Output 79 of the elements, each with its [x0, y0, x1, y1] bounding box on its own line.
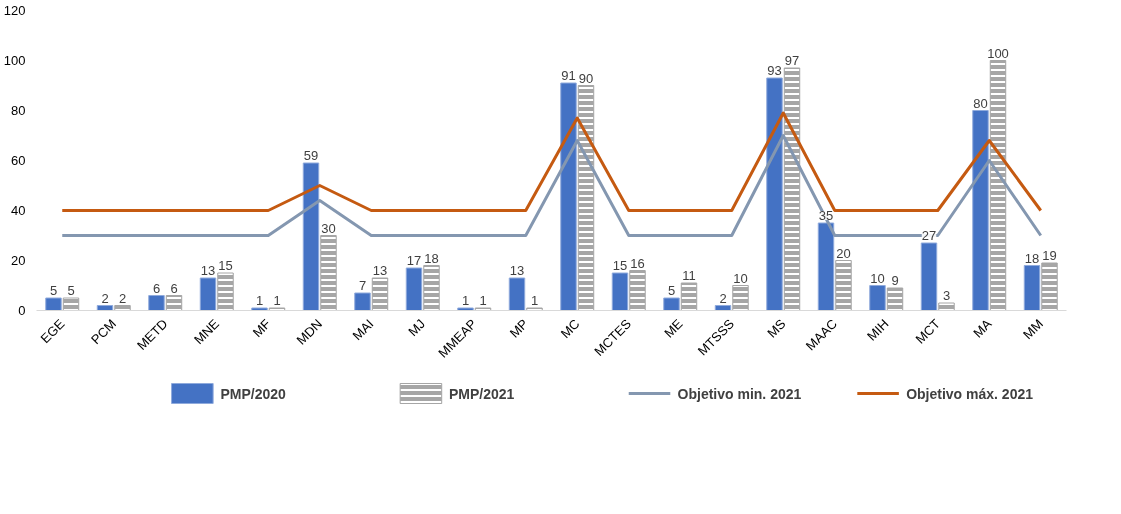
bar — [148, 295, 165, 311]
data-label: 1 — [479, 293, 487, 308]
data-label: 30 — [321, 220, 336, 236]
x-tick-label: MJ — [405, 316, 429, 340]
data-label: 18 — [424, 250, 439, 266]
bar — [920, 242, 938, 311]
data-label: 5 — [49, 283, 58, 298]
data-label: 19 — [1042, 248, 1057, 263]
bar — [663, 297, 680, 311]
bar — [354, 292, 371, 311]
legend-label: Objetivo min. 2021 — [677, 385, 802, 402]
x-tick-label: MS — [764, 315, 789, 341]
y-tick-label: 40 — [11, 203, 26, 218]
data-label: 11 — [682, 268, 696, 283]
x-tick-label: MF — [249, 316, 274, 341]
bar — [302, 162, 320, 311]
data-label: 80 — [973, 95, 988, 111]
data-label: 13 — [509, 263, 525, 278]
data-label: 2 — [101, 290, 109, 306]
bar — [869, 285, 886, 311]
data-label: 9 — [891, 273, 899, 288]
bar — [560, 82, 577, 311]
legend-label: Objetivo máx. 2021 — [906, 385, 1034, 402]
data-label: 10 — [870, 270, 885, 286]
bar — [1023, 265, 1041, 311]
y-tick-label: 0 — [18, 303, 26, 318]
y-tick-label: 20 — [11, 253, 26, 268]
bar — [405, 267, 423, 311]
data-label: 15 — [612, 258, 628, 273]
bar — [199, 277, 217, 311]
data-label: 2 — [719, 290, 727, 306]
data-label: 5 — [667, 283, 676, 298]
data-label: 13 — [200, 263, 216, 278]
data-label: 91 — [561, 68, 576, 83]
x-tick-label: MC — [557, 316, 583, 342]
x-tick-label: ME — [661, 315, 686, 341]
data-label: 10 — [733, 270, 748, 286]
bar — [817, 222, 835, 311]
bar — [508, 277, 526, 311]
x-tick-label: MA — [970, 315, 995, 341]
data-label: 18 — [1024, 250, 1040, 266]
x-tick-label: MIH — [864, 316, 892, 344]
data-label: 6 — [170, 280, 178, 296]
data-label: 27 — [921, 228, 937, 243]
data-label: 3 — [942, 288, 951, 303]
data-label: 5 — [67, 283, 75, 298]
data-label: 7 — [358, 278, 367, 293]
data-label: 59 — [303, 148, 319, 163]
y-tick-label: 60 — [11, 153, 26, 168]
bar — [457, 307, 474, 311]
data-label: 20 — [836, 245, 851, 261]
data-label: 13 — [372, 263, 388, 278]
data-label: 1 — [255, 293, 264, 308]
x-tick-label: MP — [506, 316, 532, 341]
y-tick-label: 80 — [11, 103, 26, 118]
data-label: 93 — [767, 63, 782, 78]
y-tick-label: 120 — [3, 3, 26, 18]
bar — [611, 272, 629, 311]
data-label: 1 — [461, 293, 470, 308]
data-label: 1 — [530, 293, 539, 308]
data-label: 17 — [406, 253, 422, 268]
x-tick-label: MAI — [349, 316, 377, 344]
data-label: 100 — [987, 45, 1009, 61]
data-label: 97 — [784, 53, 800, 68]
data-label: 6 — [152, 280, 161, 296]
bar — [972, 110, 989, 311]
data-label: 15 — [218, 258, 233, 273]
data-label: 35 — [818, 208, 834, 223]
bar — [251, 307, 268, 311]
data-label: 16 — [630, 255, 645, 271]
legend-label: PMP/2021 — [448, 385, 515, 402]
bar — [45, 297, 62, 311]
legend-label: PMP/2020 — [220, 385, 286, 402]
y-tick-label: 100 — [3, 53, 26, 68]
data-label: 90 — [578, 70, 594, 86]
x-tick-label: MM — [1020, 316, 1047, 343]
data-label: 1 — [273, 293, 281, 308]
data-label: 2 — [118, 290, 127, 306]
bar — [766, 77, 783, 311]
